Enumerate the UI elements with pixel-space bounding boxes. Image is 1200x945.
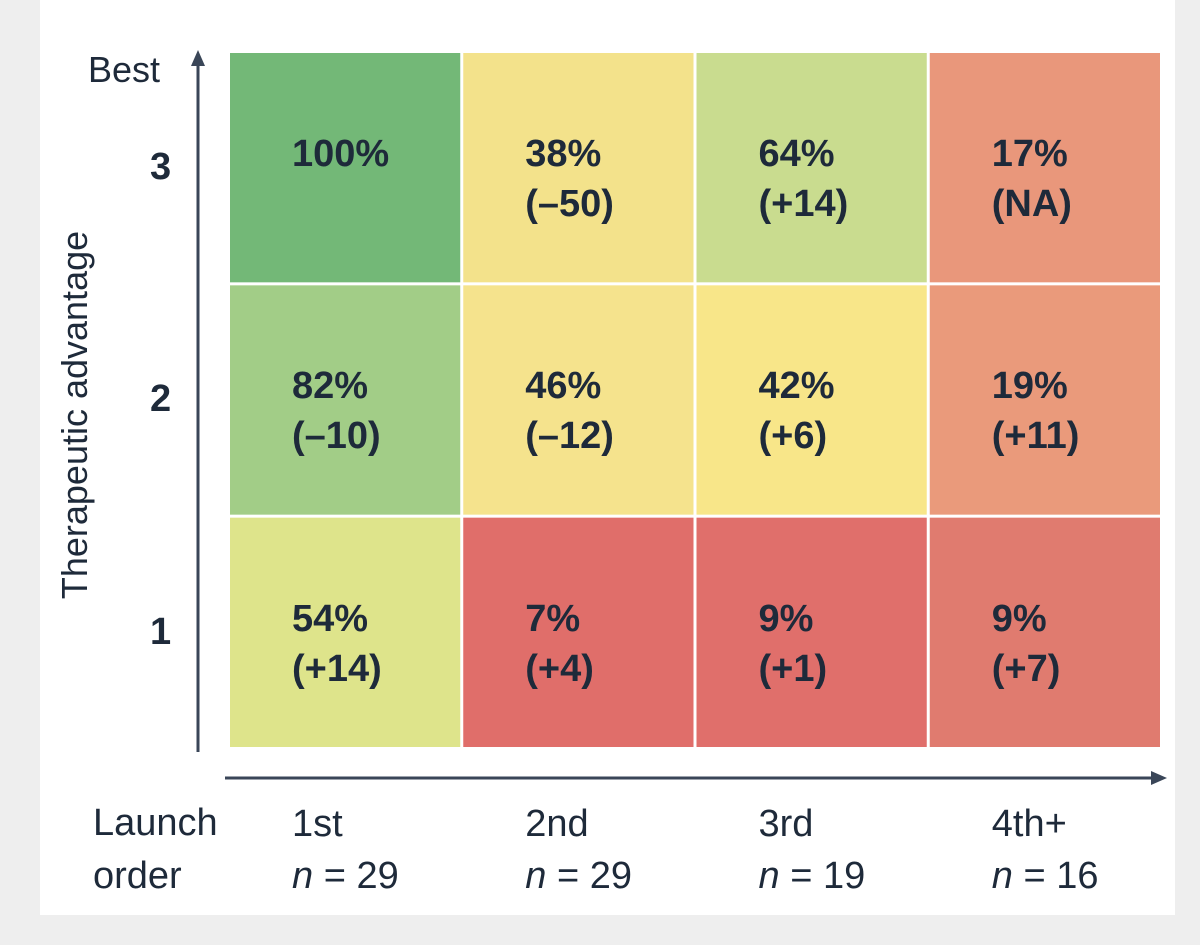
cell-value-label: 9% bbox=[991, 597, 1047, 640]
heatmap-cell bbox=[463, 285, 694, 515]
sample-size-label: n = 16 bbox=[991, 855, 1099, 897]
x-tick-label: 4th+ bbox=[991, 803, 1067, 845]
heatmap-cell bbox=[929, 53, 1160, 283]
y-axis-title: Therapeutic advantage bbox=[54, 230, 95, 600]
cell-change-label: (+7) bbox=[991, 647, 1061, 690]
cell-value-label: 100% bbox=[292, 133, 390, 175]
y-axis-arrow bbox=[191, 50, 205, 66]
heatmap-cell bbox=[230, 53, 461, 283]
cell-change-label: (+11) bbox=[991, 415, 1080, 458]
cell-change-label: (–12) bbox=[525, 415, 614, 458]
x-tick-label: 2nd bbox=[525, 803, 589, 845]
cell-change-label: (+4) bbox=[525, 647, 594, 690]
cell-value-label: 17% bbox=[991, 133, 1068, 175]
x-tick-label: 1st bbox=[292, 803, 343, 845]
cell-change-label: (–10) bbox=[292, 415, 381, 458]
heatmap-cell bbox=[696, 517, 927, 747]
cell-value-label: 82% bbox=[292, 365, 369, 408]
cell-change-label: (+6) bbox=[758, 415, 828, 458]
cell-value-label: 19% bbox=[991, 365, 1068, 408]
sample-size-label: n = 29 bbox=[292, 855, 399, 897]
heatmap-cell bbox=[696, 53, 927, 283]
heatmap-cell bbox=[696, 285, 927, 515]
heatmap-cell bbox=[463, 53, 694, 283]
cell-change-label: (+1) bbox=[758, 647, 828, 690]
heatmap-cell bbox=[230, 285, 461, 515]
y-top-label: Best bbox=[88, 49, 161, 90]
x-axis-arrow bbox=[1151, 771, 1167, 785]
cell-change-label: (–50) bbox=[525, 183, 614, 225]
cell-value-label: 64% bbox=[758, 133, 835, 175]
cell-change-label: (+14) bbox=[758, 183, 849, 225]
cell-value-label: 9% bbox=[758, 597, 814, 640]
heatmap-cell bbox=[929, 285, 1160, 515]
heatmap-cell bbox=[929, 517, 1160, 747]
y-tick-label: 1 bbox=[150, 610, 172, 653]
cell-value-label: 54% bbox=[292, 597, 369, 640]
x-axis-title: Launch order bbox=[93, 802, 218, 897]
cell-value-label: 7% bbox=[525, 597, 581, 640]
cell-change-label: (NA) bbox=[991, 183, 1072, 225]
y-tick-label: 2 bbox=[150, 378, 172, 421]
cell-value-label: 38% bbox=[525, 133, 602, 175]
y-tick-label: 3 bbox=[150, 146, 172, 188]
cell-value-label: 46% bbox=[525, 365, 602, 408]
sample-size-label: n = 19 bbox=[758, 855, 866, 897]
cell-value-label: 42% bbox=[758, 365, 835, 408]
sample-size-label: n = 29 bbox=[525, 855, 632, 897]
cell-change-label: (+14) bbox=[292, 647, 382, 690]
x-tick-label: 3rd bbox=[758, 803, 814, 845]
heatmap-cell bbox=[463, 517, 694, 747]
heatmap-cell bbox=[230, 517, 461, 747]
